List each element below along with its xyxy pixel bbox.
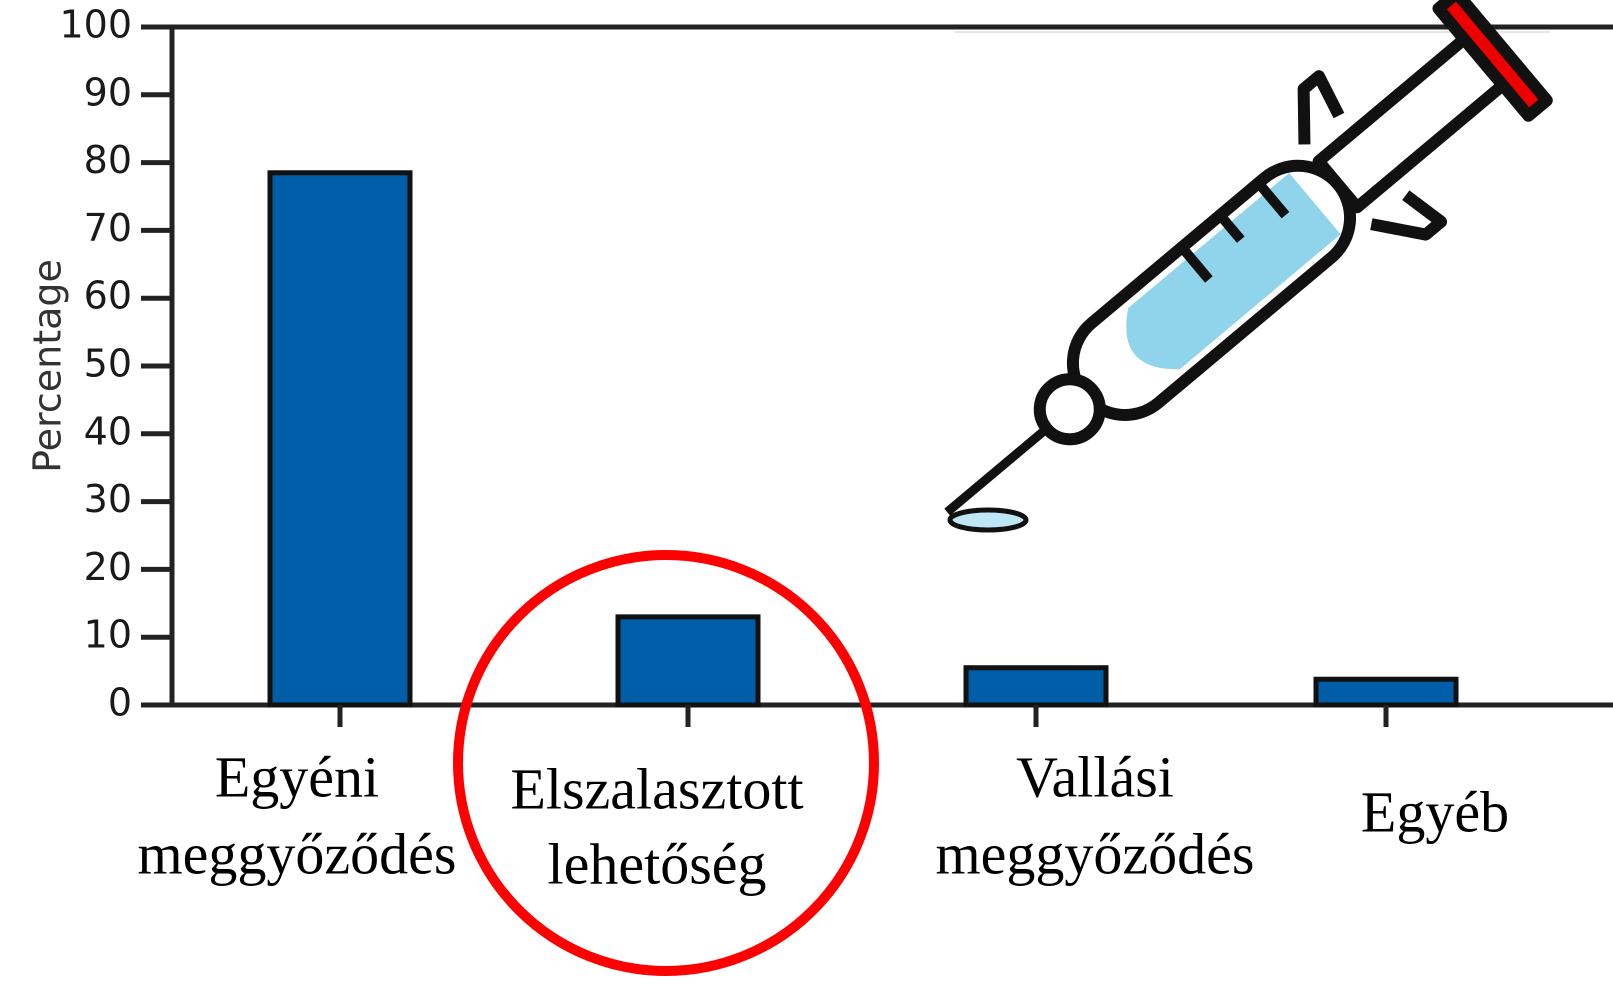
chart: Percentage 0 10 20 30 40 50 60 70 80 90 100 Egyéni m… — [0, 0, 1613, 1004]
x-tick-label: Egyéb — [1361, 779, 1509, 844]
bar — [966, 668, 1106, 705]
y-tick-label: 0 — [108, 681, 132, 725]
x-tick-label: Egyéni — [215, 744, 379, 809]
y-tick-label: 40 — [84, 409, 132, 453]
x-tick-label: meggyőződés — [138, 821, 457, 886]
y-tick-label: 90 — [84, 70, 132, 114]
bar — [618, 617, 758, 705]
x-tick-label: lehetőség — [547, 831, 766, 896]
y-axis-label: Percentage — [26, 259, 70, 473]
x-tick-label: Elszalasztott — [510, 756, 803, 821]
y-tick-label: 60 — [84, 274, 132, 318]
bar — [1316, 679, 1456, 705]
bar — [270, 173, 410, 705]
y-tick-label: 50 — [84, 342, 132, 386]
x-tick-label: meggyőződés — [936, 821, 1255, 886]
y-tick-label: 80 — [84, 138, 132, 182]
y-tick-label: 70 — [84, 206, 132, 250]
y-tick-label: 10 — [84, 613, 132, 657]
y-tick-label: 30 — [84, 477, 132, 521]
y-tick-label: 100 — [59, 3, 132, 47]
x-tick-label: Vallási — [1016, 744, 1174, 809]
y-tick-label: 20 — [84, 545, 132, 589]
